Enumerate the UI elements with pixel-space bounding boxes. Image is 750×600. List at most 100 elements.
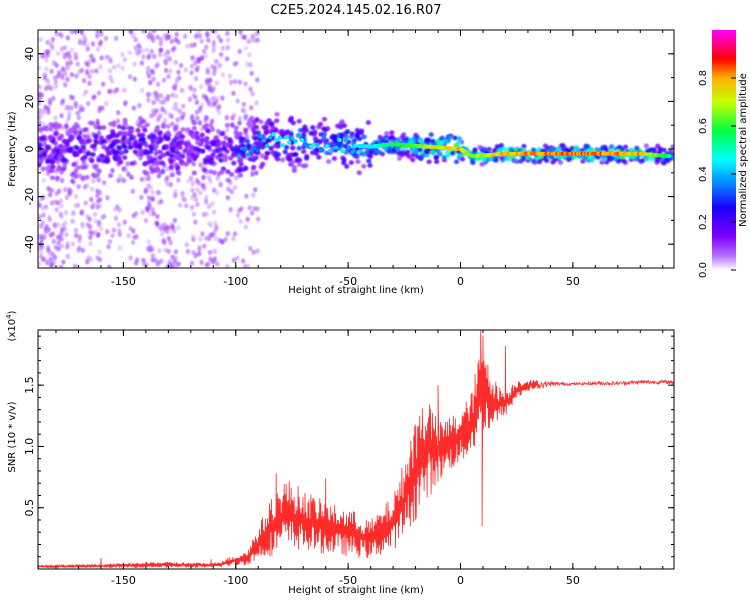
ridge-speck xyxy=(116,124,123,130)
ridge-speck xyxy=(121,143,127,149)
ridge-speck xyxy=(233,129,239,135)
ridge-speck xyxy=(138,137,144,143)
noise-speck xyxy=(90,68,95,74)
ridge-speck xyxy=(224,122,231,128)
ridge-speck xyxy=(296,145,302,151)
noise-speck xyxy=(227,73,233,79)
noise-speck xyxy=(148,244,153,250)
ridge-speck xyxy=(275,156,281,162)
noise-speck xyxy=(91,178,96,184)
noise-speck xyxy=(116,222,122,228)
colorbar-label: Normalized spectral amplitude xyxy=(738,73,749,227)
noise-speck xyxy=(242,108,247,114)
ridge-speck xyxy=(580,158,586,164)
noise-speck xyxy=(69,72,75,78)
ridge-speck xyxy=(109,132,115,138)
noise-speck xyxy=(62,226,67,232)
noise-speck xyxy=(73,169,79,175)
noise-speck xyxy=(47,100,53,106)
ridge-speck xyxy=(583,143,589,149)
noise-speck xyxy=(223,236,228,242)
noise-speck xyxy=(241,101,247,108)
ridge-speck xyxy=(260,161,266,167)
noise-speck xyxy=(151,99,156,106)
noise-speck xyxy=(110,167,115,174)
noise-speck xyxy=(204,97,210,103)
noise-speck xyxy=(101,213,107,219)
noise-speck xyxy=(210,258,215,264)
ridge-speck xyxy=(310,125,316,130)
noise-speck xyxy=(224,56,230,62)
noise-speck xyxy=(166,236,172,242)
ridge-point xyxy=(343,138,349,143)
noise-speck xyxy=(190,233,196,240)
noise-speck xyxy=(243,45,248,51)
noise-speck xyxy=(198,84,204,90)
ridge-speck xyxy=(225,177,231,183)
ridge-speck xyxy=(38,158,44,163)
noise-speck xyxy=(224,114,229,121)
ridge-speck xyxy=(89,158,95,164)
noise-speck xyxy=(202,243,207,249)
colorbar-ticks: 0.0 0.2 0.4 0.6 0.8 xyxy=(698,70,736,278)
ridge-speck xyxy=(481,157,487,163)
noise-speck xyxy=(40,219,46,226)
noise-speck xyxy=(117,207,122,213)
ridge-point xyxy=(261,138,267,143)
ridge-speck xyxy=(98,135,104,140)
noise-speck xyxy=(48,256,54,262)
noise-speck xyxy=(150,257,155,263)
noise-speck xyxy=(77,234,83,240)
ridge-speck xyxy=(246,143,252,149)
noise-speck xyxy=(53,79,59,85)
colorbar-tick-label: 0.0 xyxy=(698,262,709,278)
noise-speck xyxy=(146,238,151,245)
noise-speck xyxy=(150,196,155,202)
noise-speck xyxy=(158,226,164,232)
spectrogram-x-axis-label: Height of straight line (km) xyxy=(288,285,424,296)
noise-speck xyxy=(111,227,117,233)
ridge-speck xyxy=(92,173,98,179)
noise-speck xyxy=(206,101,212,107)
noise-speck xyxy=(208,222,214,229)
noise-speck xyxy=(73,51,78,57)
ridge-speck xyxy=(199,132,205,138)
noise-speck xyxy=(174,93,179,99)
noise-speck xyxy=(250,33,256,39)
noise-speck xyxy=(80,221,85,227)
noise-speck xyxy=(171,228,177,234)
noise-speck xyxy=(78,104,84,110)
noise-speck xyxy=(163,67,169,73)
ridge-speck xyxy=(221,146,227,152)
noise-speck xyxy=(74,73,79,79)
noise-speck xyxy=(251,192,256,198)
noise-speck xyxy=(158,93,164,99)
noise-speck xyxy=(228,207,233,213)
noise-speck xyxy=(204,262,210,268)
noise-speck xyxy=(158,99,163,105)
noise-speck xyxy=(206,37,211,43)
ridge-speck xyxy=(367,163,373,168)
noise-speck xyxy=(134,257,140,263)
ridge-speck xyxy=(127,144,133,150)
ridge-speck xyxy=(99,153,105,159)
ridge-speck xyxy=(439,140,445,146)
ridge-speck xyxy=(78,148,84,154)
ridge-speck xyxy=(647,147,653,153)
noise-speck xyxy=(40,166,46,172)
noise-speck xyxy=(116,110,121,116)
ridge-point xyxy=(305,144,311,149)
noise-speck xyxy=(210,64,215,70)
noise-speck xyxy=(249,210,255,216)
ridge-speck xyxy=(71,162,77,167)
noise-speck xyxy=(79,210,84,216)
ridge-speck xyxy=(56,166,62,172)
ridge-speck xyxy=(83,127,89,132)
ridge-speck xyxy=(407,154,413,160)
noise-speck xyxy=(150,34,155,40)
ridge-speck xyxy=(146,155,152,161)
ridge-speck xyxy=(210,152,216,158)
noise-speck xyxy=(140,209,145,215)
noise-speck xyxy=(65,60,70,67)
noise-speck xyxy=(91,95,96,101)
